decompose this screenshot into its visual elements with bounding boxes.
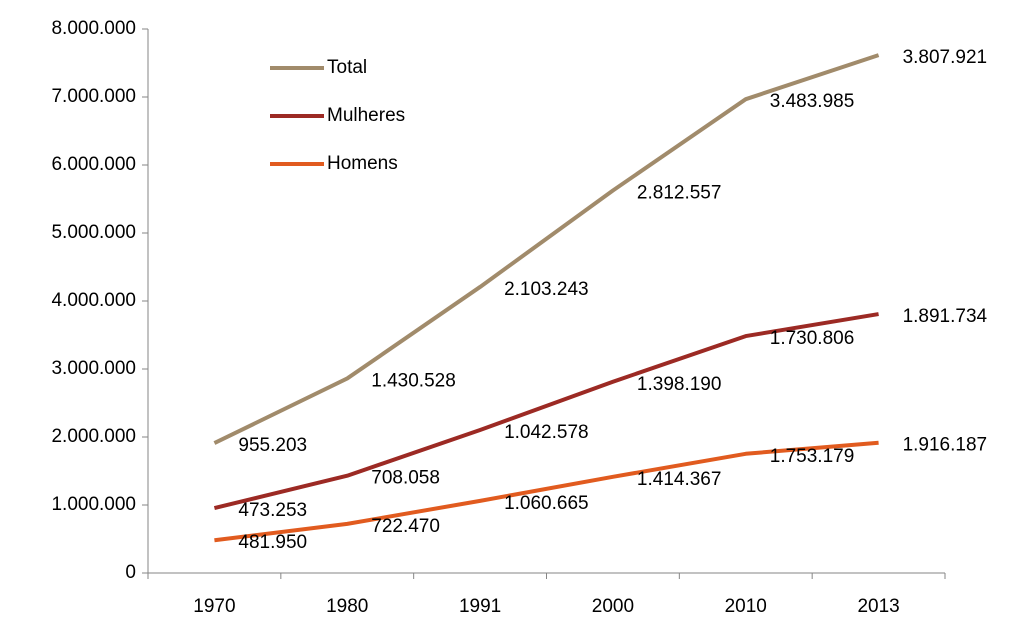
data-label: 1.430.528 <box>371 370 456 391</box>
data-label: 1.753.179 <box>770 446 855 467</box>
y-tick-label: 0 <box>125 562 136 583</box>
data-label: 3.483.985 <box>770 91 855 112</box>
line <box>213 312 879 510</box>
x-tick-label: 2013 <box>857 596 899 617</box>
y-tick-label: 1.000.000 <box>51 494 136 515</box>
x-tick-label: 1991 <box>459 596 501 617</box>
legend-label: Mulheres <box>327 105 405 126</box>
y-tick-label: 4.000.000 <box>51 290 136 311</box>
data-label: 1.730.806 <box>770 328 855 349</box>
y-tick-label: 5.000.000 <box>51 222 136 243</box>
data-label: 2.812.557 <box>637 183 722 204</box>
data-label: 473.253 <box>238 500 307 521</box>
data-label: 3.807.921 <box>903 47 988 68</box>
x-tick-label: 2010 <box>725 596 767 617</box>
data-label: 722.470 <box>371 516 440 537</box>
data-label: 1.891.734 <box>903 306 988 327</box>
y-tick-label: 3.000.000 <box>51 358 136 379</box>
x-tick-label: 1970 <box>193 596 235 617</box>
legend-label: Homens <box>327 153 398 174</box>
legend-label: Total <box>327 57 367 78</box>
data-label: 1.398.190 <box>637 374 722 395</box>
data-label: 1.042.578 <box>504 422 589 443</box>
x-tick-label: 1980 <box>326 596 368 617</box>
data-label: 1.414.367 <box>637 469 722 490</box>
line <box>213 53 880 445</box>
data-label: 1.916.187 <box>903 435 988 456</box>
y-tick-label: 2.000.000 <box>51 426 136 447</box>
data-label: 708.058 <box>371 468 440 489</box>
line <box>214 440 879 543</box>
data-label: 955.203 <box>238 435 307 456</box>
data-label: 2.103.243 <box>504 279 589 300</box>
data-label: 481.950 <box>238 532 307 553</box>
y-tick-label: 6.000.000 <box>51 154 136 175</box>
data-label: 1.060.665 <box>504 493 589 514</box>
y-tick-label: 8.000.000 <box>51 18 136 39</box>
y-tick-label: 7.000.000 <box>51 86 136 107</box>
x-tick-label: 2000 <box>592 596 634 617</box>
